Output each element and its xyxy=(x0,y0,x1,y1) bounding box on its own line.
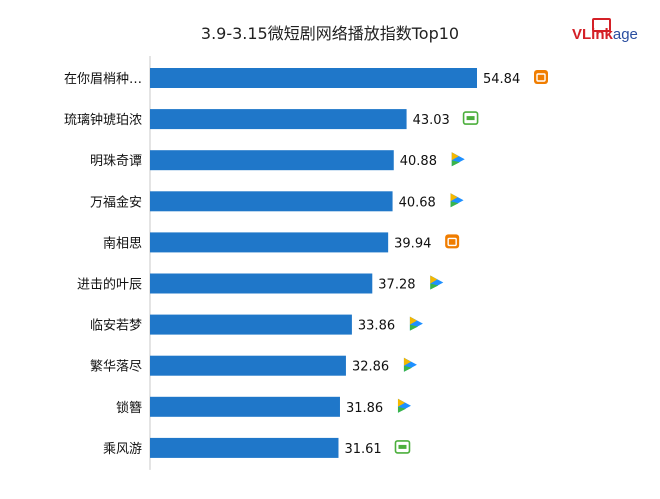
bar xyxy=(150,150,394,171)
logo-text: VLinkage xyxy=(572,26,638,43)
bar xyxy=(150,191,393,212)
value-label: 31.86 xyxy=(346,401,383,416)
category-label: 南相思 xyxy=(103,235,142,251)
value-label: 31.61 xyxy=(344,442,381,457)
bar xyxy=(150,437,339,458)
youku-icon xyxy=(451,152,465,167)
bar xyxy=(150,273,373,294)
value-label: 54.84 xyxy=(483,72,520,87)
bar xyxy=(150,68,477,88)
category-label: 进击的叶辰 xyxy=(77,277,142,293)
vlinkage-logo: VLinkage xyxy=(566,18,656,48)
youku-icon xyxy=(397,398,411,413)
value-label: 37.28 xyxy=(378,278,415,293)
youku-icon xyxy=(430,275,444,290)
iqiyi-icon xyxy=(462,111,479,125)
value-label: 43.03 xyxy=(413,113,450,128)
mango-icon xyxy=(445,234,460,249)
category-label: 琉璃钟琥珀浓 xyxy=(64,112,142,128)
bar xyxy=(150,109,407,130)
iqiyi-icon xyxy=(394,440,411,454)
category-label: 乘风游 xyxy=(103,442,142,457)
category-label: 明珠奇谭 xyxy=(90,153,142,169)
youku-icon xyxy=(403,357,417,372)
category-label: 万福金安 xyxy=(90,194,142,210)
category-label: 临安若梦 xyxy=(90,318,142,334)
category-label: 在你眉梢种… xyxy=(64,72,142,87)
value-label: 32.86 xyxy=(352,360,389,375)
category-label: 繁华落尽 xyxy=(90,359,142,375)
bar xyxy=(150,232,389,253)
youku-icon xyxy=(409,316,423,331)
bar xyxy=(150,314,352,335)
value-label: 40.88 xyxy=(400,154,437,169)
value-label: 40.68 xyxy=(399,195,436,210)
category-label: 锁簪 xyxy=(116,400,142,416)
chart-title: 3.9-3.15微短剧网络播放指数Top10 xyxy=(200,24,460,43)
bar xyxy=(150,355,346,376)
logo-tv-icon xyxy=(592,18,611,32)
mango-icon xyxy=(534,70,548,84)
value-label: 39.94 xyxy=(394,236,431,251)
bar xyxy=(150,396,340,417)
youku-icon xyxy=(450,193,464,208)
value-label: 33.86 xyxy=(358,319,395,334)
